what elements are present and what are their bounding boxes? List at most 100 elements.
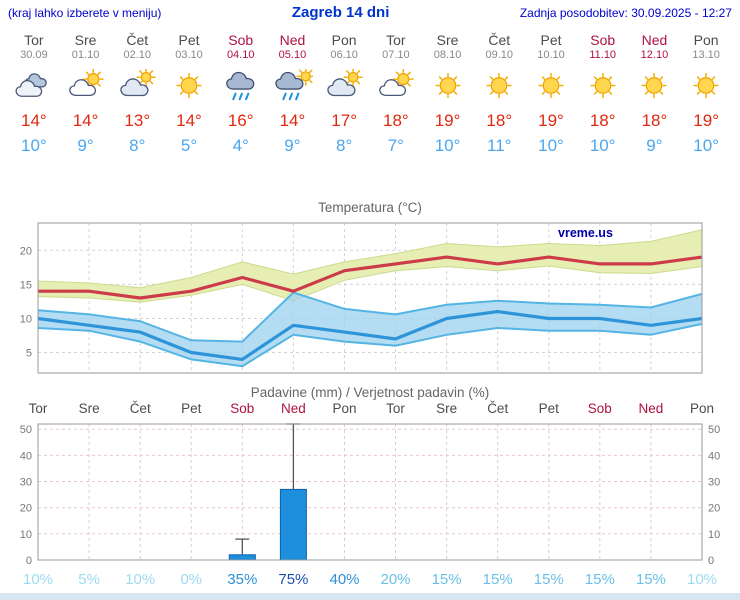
temp-max: 18° <box>486 111 513 130</box>
precip-probability: 0% <box>180 571 202 588</box>
day-date: 11.10 <box>589 49 617 61</box>
cloudy-icon <box>15 72 47 97</box>
precip-day-label: Pet <box>539 401 560 416</box>
mostly-cloudy-icon <box>120 68 157 96</box>
temp-min: 5° <box>180 136 198 155</box>
temp-min-line <box>37 309 703 361</box>
precip-ytick-left: 40 <box>20 450 32 462</box>
weather-icon <box>525 65 577 105</box>
temperature-chart: 5 10 15 20 vreme.us <box>20 222 703 374</box>
temp-min-band <box>38 292 702 367</box>
forecast-day-column: Sob 04.10 16° 4° <box>215 32 267 156</box>
day-date: 10.10 <box>537 49 565 61</box>
precip-ytick-right: 10 <box>708 529 720 541</box>
precip-ytick-right: 30 <box>708 477 720 489</box>
precip-day-label: Tor <box>386 401 405 416</box>
day-date: 06.10 <box>330 49 358 61</box>
precip-ytick-right: 50 <box>708 424 720 436</box>
temp-min: 4° <box>232 136 249 155</box>
precip-day-label: Sob <box>588 401 612 416</box>
temp-ytick-label: 10 <box>20 314 32 326</box>
temp-max: 13° <box>124 111 151 130</box>
temp-min: 10° <box>538 136 564 155</box>
precip-day-label: Pon <box>332 401 356 416</box>
weather-icon <box>629 65 681 105</box>
precip-bar <box>279 488 307 561</box>
day-name: Sre <box>436 32 459 48</box>
weather-icon <box>267 65 319 105</box>
partly-cloudy-icon <box>68 68 104 96</box>
weather-icon <box>422 65 474 105</box>
weather-icon <box>111 65 163 105</box>
temp-min: 7° <box>387 136 404 155</box>
temp-ytick-label: 20 <box>20 245 32 257</box>
day-date: 12.10 <box>640 49 669 61</box>
temp-max: 19° <box>434 111 461 130</box>
temp-min: 9° <box>646 136 663 155</box>
temp-max: 14° <box>176 111 202 130</box>
sunny-icon <box>641 72 668 98</box>
weather-icon <box>60 65 112 105</box>
precip-probability: 75% <box>278 571 308 588</box>
partly-cloudy-icon <box>379 68 414 96</box>
mostly-cloudy-icon <box>327 68 363 96</box>
precip-bar <box>228 554 256 561</box>
precip-probability: 40% <box>329 571 359 588</box>
day-name: Čet <box>488 32 511 48</box>
day-name: Tor <box>24 32 44 48</box>
temp-min: 11° <box>487 136 512 155</box>
precip-ytick-left: 0 <box>26 555 32 567</box>
precip-ytick-left: 20 <box>20 503 32 515</box>
temp-max: 18° <box>641 111 668 130</box>
temp-max: 18° <box>382 111 409 130</box>
day-name: Sob <box>228 32 254 48</box>
forecast-day-column: Tor 07.10 18° 7° <box>370 32 422 156</box>
weather-icon <box>680 65 732 105</box>
sunny-icon <box>176 72 202 98</box>
temp-min: 9° <box>284 136 301 155</box>
day-date: 08.10 <box>433 49 462 61</box>
day-date: 07.10 <box>382 49 410 61</box>
weather-icon <box>370 65 422 105</box>
temp-min: 10° <box>434 136 461 155</box>
temp-max: 14° <box>72 111 99 130</box>
forecast-day-column: Ned 05.10 14° 9° <box>267 32 319 156</box>
watermark-link[interactable]: vreme.us <box>558 226 613 240</box>
sunny-icon <box>693 72 719 98</box>
precip-day-label: Ned <box>639 401 664 416</box>
forecast-day-column: Ned 12.10 18° 9° <box>629 32 681 156</box>
forecast-table: Tor 30.09 14° 10° Sre 01.10 14° 9° Čet 02.10 13° 8°… <box>8 32 732 156</box>
temp-min: 8° <box>336 136 353 155</box>
precip-probability: 5% <box>78 571 100 588</box>
rain-icon <box>225 71 255 100</box>
precip-ytick-right: 0 <box>708 555 714 567</box>
precip-day-label: Ned <box>281 401 306 416</box>
precip-ytick-right: 40 <box>708 450 720 462</box>
day-date: 02.10 <box>123 49 152 61</box>
precipitation-chart-title: Padavine (mm) / Verjetnost padavin (%) <box>250 385 490 400</box>
forecast-day-column: Tor 30.09 14° 10° <box>8 32 60 156</box>
last-update: Zadnja posodobitev: 30.09.2025 - 12:27 <box>519 6 732 20</box>
precip-ytick-left: 50 <box>20 424 32 436</box>
day-name: Pon <box>331 32 357 48</box>
temp-max-line <box>38 255 703 300</box>
temp-max: 19° <box>693 111 719 130</box>
forecast-day-column: Pet 10.10 19° 10° <box>525 32 577 156</box>
day-name: Pet <box>178 32 200 48</box>
precip-probability: 10% <box>125 571 155 588</box>
precip-day-label: Sob <box>230 401 254 416</box>
precip-day-label: Sre <box>436 401 457 416</box>
day-name: Sre <box>74 32 97 48</box>
day-name: Ned <box>641 32 668 48</box>
weather-icon <box>473 65 525 105</box>
sunny-icon <box>486 72 512 98</box>
day-name: Pon <box>693 32 719 48</box>
forecast-day-column: Sre 01.10 14° 9° <box>60 32 112 156</box>
precip-day-label: Tor <box>29 401 48 416</box>
forecast-day-column: Pon 06.10 17° 8° <box>318 32 370 156</box>
weather-icon <box>8 65 60 105</box>
day-date: 30.09 <box>20 49 48 61</box>
precip-probability: 10% <box>687 571 717 588</box>
temp-min: 10° <box>693 136 719 155</box>
precip-day-label: Pet <box>181 401 202 416</box>
